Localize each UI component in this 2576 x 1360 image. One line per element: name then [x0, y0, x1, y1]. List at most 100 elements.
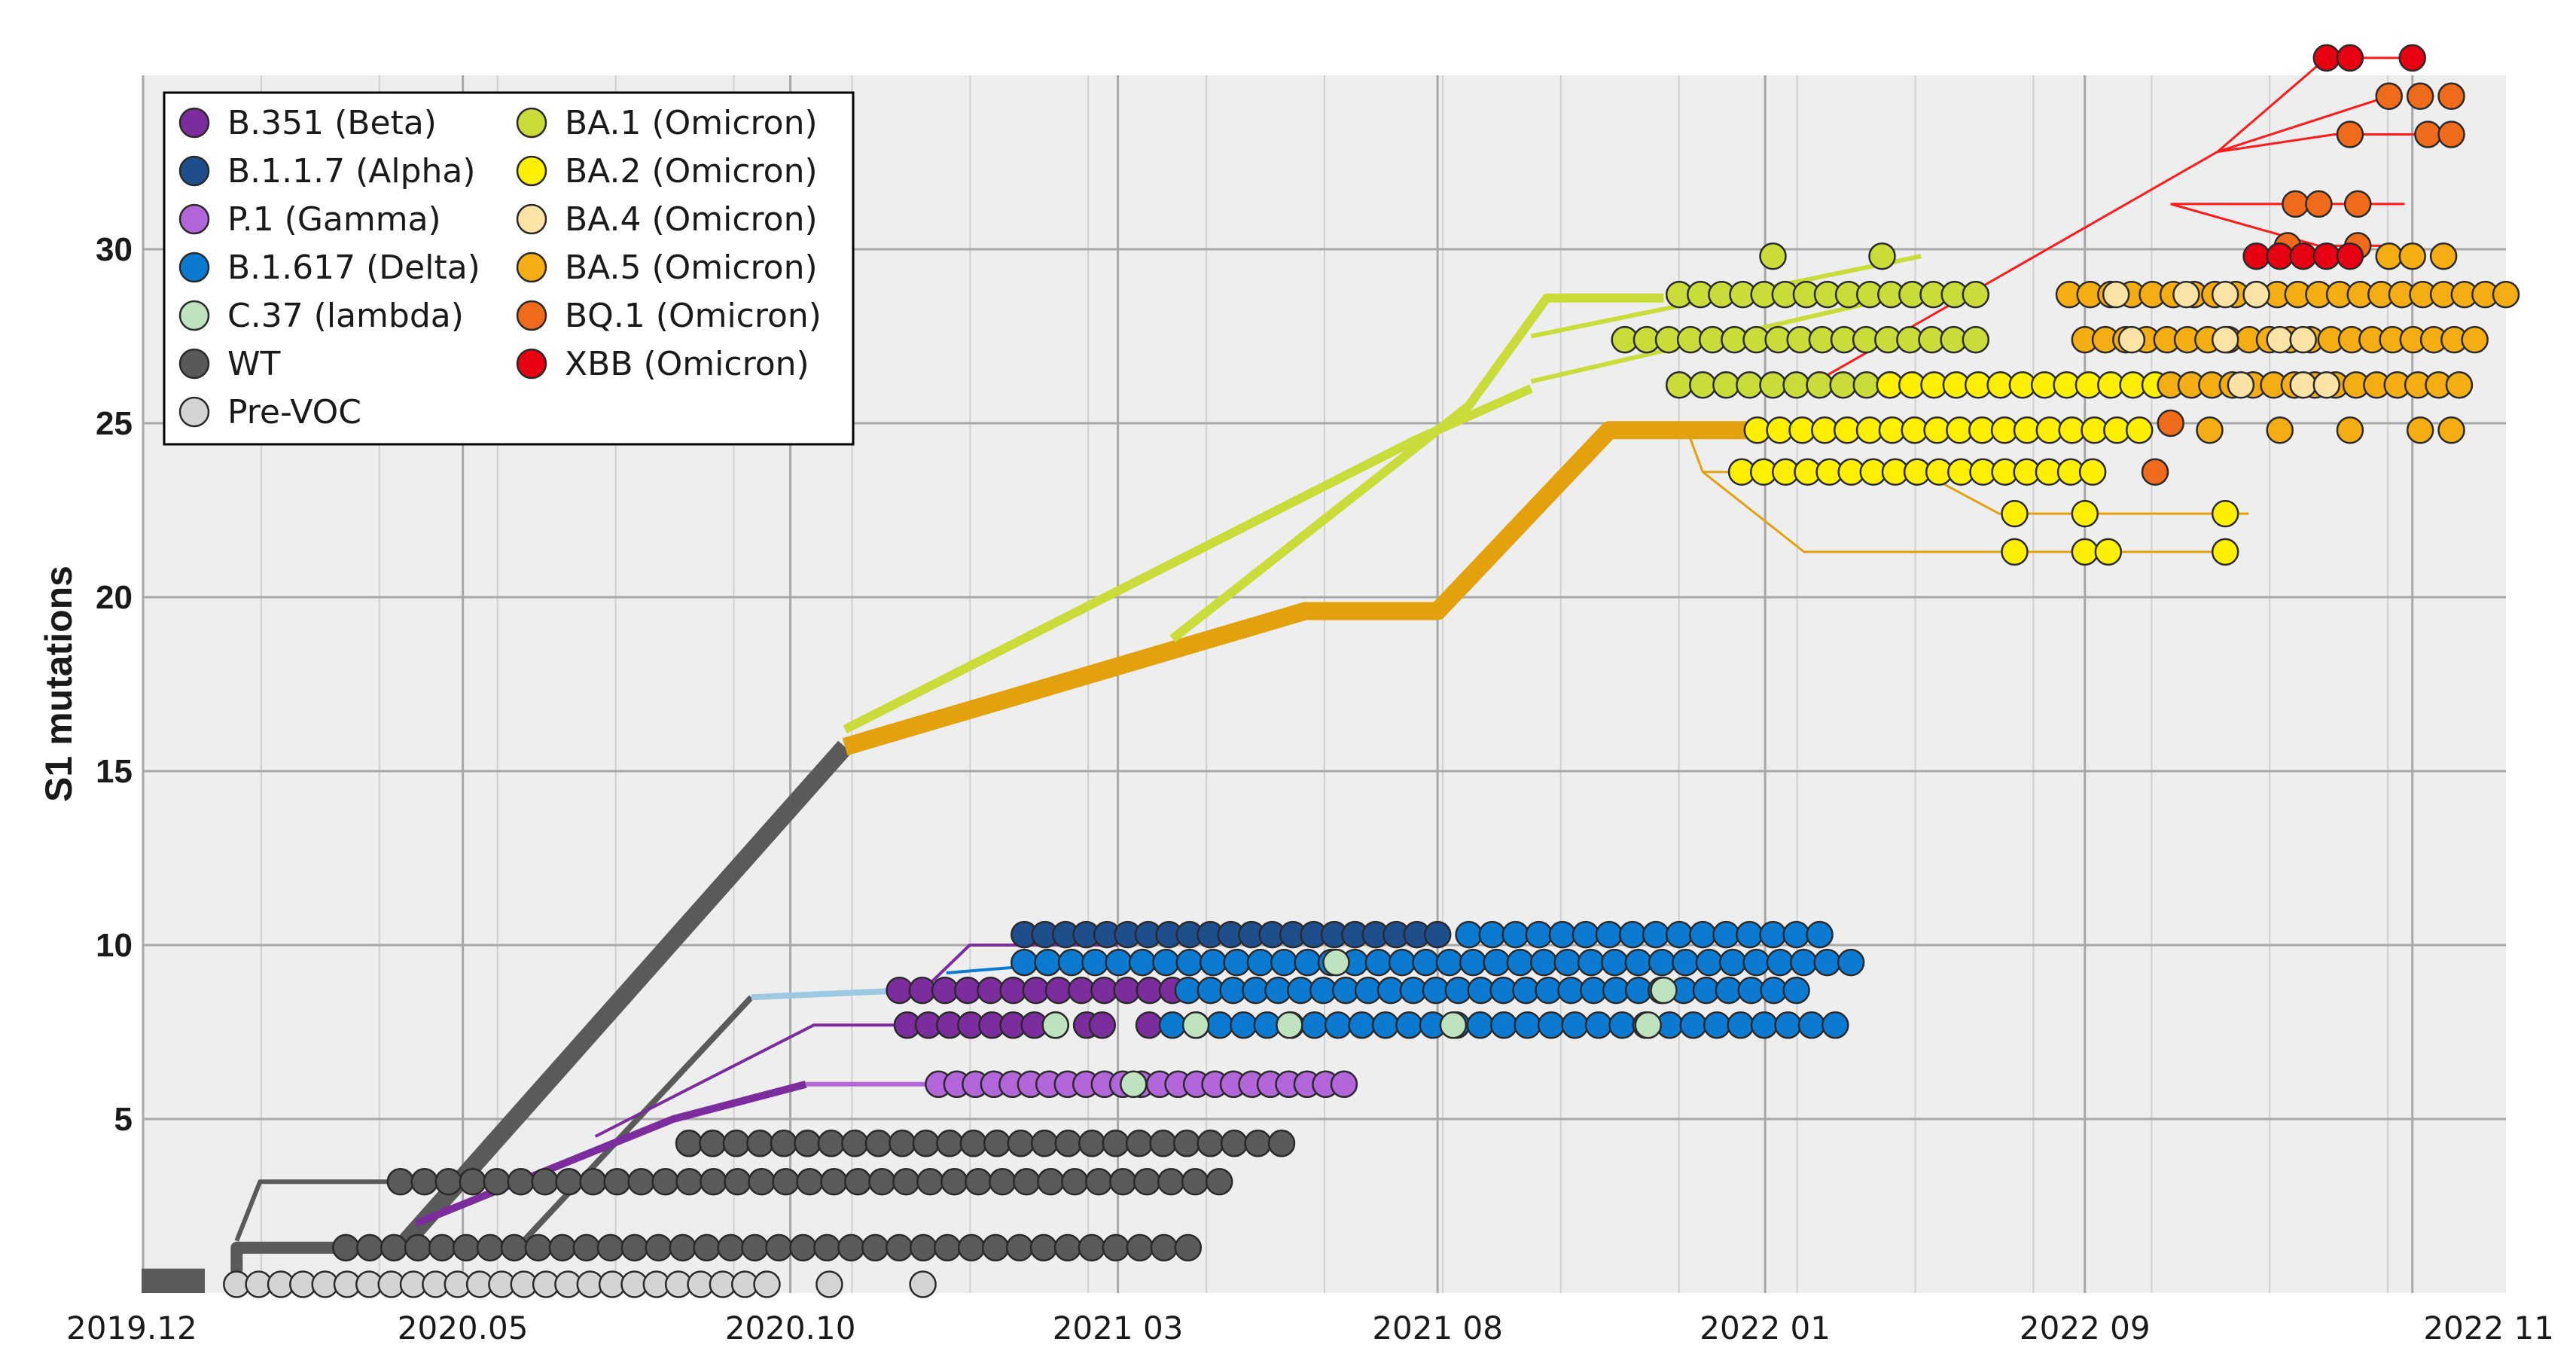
x-tick-label: 2020.10 — [725, 1310, 856, 1346]
data-point — [2398, 242, 2426, 270]
data-point — [1689, 370, 1717, 399]
data-point — [940, 1167, 968, 1196]
data-point — [2266, 325, 2294, 354]
data-point — [1797, 1011, 1826, 1039]
data-point — [724, 1167, 751, 1196]
data-point — [1197, 1130, 1224, 1157]
data-point — [1962, 280, 1990, 309]
data-point — [1041, 1011, 1069, 1039]
data-point — [2437, 416, 2465, 444]
data-point — [651, 1167, 679, 1196]
data-point — [748, 1167, 776, 1196]
data-point — [886, 976, 913, 1005]
legend-marker — [178, 155, 210, 187]
data-point — [1525, 920, 1553, 949]
data-point — [1577, 948, 1605, 977]
data-point — [476, 1233, 505, 1262]
data-point — [2375, 242, 2403, 270]
data-point — [1220, 1130, 1248, 1157]
data-point — [1244, 1130, 1272, 1157]
data-point — [1435, 948, 1464, 977]
data-point — [1782, 920, 1810, 949]
y-tick-label: 10 — [96, 927, 133, 964]
data-point — [380, 1233, 408, 1262]
data-point — [459, 1167, 486, 1196]
data-point — [2312, 242, 2341, 270]
data-point — [1618, 920, 1647, 949]
data-point — [627, 1167, 655, 1196]
data-point — [1105, 948, 1133, 977]
data-point — [2437, 82, 2465, 110]
data-point — [2196, 416, 2224, 444]
data-point — [2312, 370, 2341, 399]
y-tick-label: 5 — [114, 1101, 133, 1138]
data-point — [410, 1167, 438, 1196]
data-point — [1537, 1011, 1565, 1039]
data-point — [2414, 120, 2442, 148]
data-point — [820, 1167, 848, 1196]
data-point — [1962, 325, 1990, 354]
x-tick-label: 2020.05 — [398, 1310, 529, 1346]
data-point — [2282, 190, 2309, 218]
data-point — [2375, 82, 2403, 110]
data-point — [909, 1233, 937, 1262]
data-point — [2336, 242, 2364, 270]
legend-marker — [178, 348, 210, 380]
data-point — [1175, 948, 1204, 977]
legend-label: XBB (Omicron) — [565, 345, 809, 383]
data-point — [1113, 976, 1141, 1005]
data-point — [817, 1130, 846, 1157]
lineage-line — [2217, 133, 2428, 154]
data-point — [2312, 44, 2341, 72]
data-point — [717, 1233, 745, 1262]
data-point — [1371, 1011, 1400, 1039]
data-point — [2289, 242, 2317, 270]
data-point — [2078, 458, 2107, 486]
data-point — [953, 976, 982, 1005]
legend-marker — [178, 107, 210, 139]
data-point — [1553, 948, 1581, 977]
data-point — [1152, 948, 1180, 977]
data-point — [1736, 370, 1764, 399]
data-point — [2211, 499, 2239, 528]
data-point — [2437, 120, 2465, 148]
legend-marker — [178, 203, 210, 235]
data-point — [1514, 1011, 1541, 1039]
data-point — [386, 1167, 415, 1196]
data-point — [1650, 976, 1678, 1005]
data-point — [1388, 948, 1416, 977]
lineage-line — [842, 421, 1757, 756]
data-point — [2336, 416, 2364, 444]
data-point — [1718, 948, 1747, 977]
data-point — [500, 1233, 529, 1262]
legend-label: B.351 (Beta) — [227, 104, 437, 142]
data-point — [524, 1233, 553, 1262]
root-block — [142, 1268, 205, 1293]
y-tick-label: 15 — [96, 753, 133, 790]
axes: 5 10 15 20 25 30 2019.12 2020.05 2020.10 2021 03 2… — [66, 231, 2554, 1346]
data-point — [1078, 1233, 1106, 1262]
data-point — [1199, 948, 1227, 977]
data-point — [1061, 1167, 1089, 1196]
data-point — [1206, 1011, 1234, 1039]
data-point — [977, 976, 1004, 1005]
data-point — [1466, 1011, 1495, 1039]
data-point — [1081, 948, 1109, 977]
data-point — [2398, 44, 2426, 72]
data-point — [981, 1233, 1010, 1262]
data-point — [2242, 280, 2270, 309]
data-point — [2001, 538, 2029, 566]
data-point — [2343, 190, 2372, 218]
data-point — [1584, 1011, 1613, 1039]
data-point — [1806, 920, 1834, 949]
legend-label: BA.4 (Omicron) — [565, 200, 818, 239]
data-point — [841, 1130, 869, 1157]
data-point — [1067, 976, 1096, 1005]
data-point — [1483, 948, 1511, 977]
data-point — [741, 1233, 769, 1262]
data-point — [531, 1167, 559, 1196]
y-tick-label: 25 — [96, 405, 133, 442]
data-point — [1276, 1011, 1303, 1039]
data-point — [675, 1130, 703, 1157]
